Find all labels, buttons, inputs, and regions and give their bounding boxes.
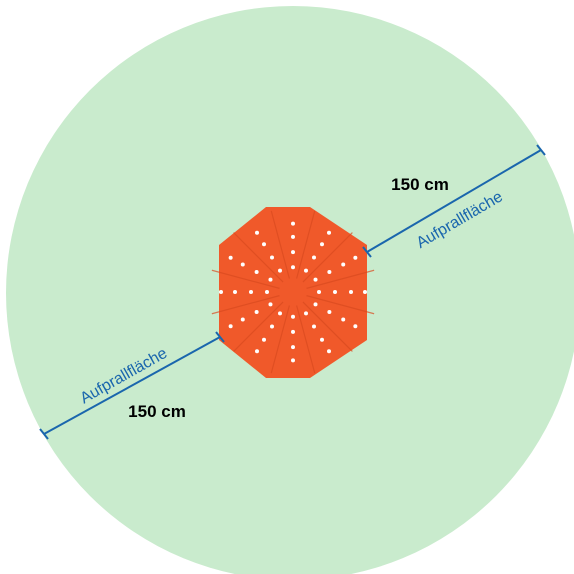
device-dot xyxy=(313,302,318,307)
device-panel-seam xyxy=(211,295,280,315)
device-dot xyxy=(240,317,245,322)
dimension-tick-upper-start xyxy=(362,246,372,258)
device-dot xyxy=(291,358,295,363)
device-dot xyxy=(291,265,295,270)
device-dot xyxy=(255,349,259,354)
device-dot xyxy=(333,290,337,294)
dimension-tick-lower-start xyxy=(39,428,49,440)
device-panel-seam xyxy=(270,210,290,279)
device-dot xyxy=(349,290,353,294)
device-dot xyxy=(254,270,259,275)
device-dots xyxy=(219,221,367,363)
device-dot xyxy=(313,277,318,282)
play-device xyxy=(211,207,375,378)
device-dot xyxy=(363,290,367,294)
device-panel-seam xyxy=(306,269,375,289)
device-dot xyxy=(291,250,295,255)
device-panel-seam xyxy=(302,232,353,283)
device-dot xyxy=(291,345,295,350)
device-dot xyxy=(265,290,269,294)
device-dot xyxy=(249,290,253,294)
distance-label-lower: 150 cm xyxy=(128,402,186,421)
device-panel-seam xyxy=(270,305,290,374)
dimension-line-lower xyxy=(43,336,221,435)
device-dot xyxy=(291,329,295,334)
device-dot xyxy=(270,324,274,329)
device-dot xyxy=(327,309,332,314)
device-dot xyxy=(304,268,308,273)
device-dot xyxy=(353,324,358,329)
device-dot xyxy=(228,255,233,260)
device-dot xyxy=(233,290,237,294)
device-dot xyxy=(255,230,259,235)
device-dot xyxy=(268,277,273,282)
device-dot xyxy=(291,314,295,319)
device-dot xyxy=(254,309,259,314)
device-dot xyxy=(291,221,295,226)
device-panel-seam xyxy=(233,232,284,283)
device-dot xyxy=(327,349,331,354)
device-dot xyxy=(327,270,332,275)
device-dot xyxy=(268,302,273,307)
distance-label-upper: 150 cm xyxy=(391,175,449,194)
device-dot xyxy=(341,317,346,322)
device-dot xyxy=(320,337,324,342)
device-hexagon xyxy=(219,207,367,378)
dimension-tick-upper-end xyxy=(536,144,546,156)
dimension-tick-lower-end xyxy=(215,331,225,343)
device-dot xyxy=(317,290,321,294)
device-panel-seam xyxy=(296,305,316,374)
device-panel-seam xyxy=(211,269,280,289)
device-panel-lines xyxy=(211,210,375,374)
device-dot xyxy=(278,268,282,273)
device-dot xyxy=(341,262,346,267)
device-panel-seam xyxy=(302,301,353,352)
device-dot xyxy=(262,337,266,342)
device-dot xyxy=(320,242,324,247)
device-dot xyxy=(270,255,274,260)
dimension-line-upper xyxy=(366,149,542,253)
device-dot xyxy=(304,311,308,316)
device-dot xyxy=(262,242,266,247)
device-dot xyxy=(219,290,223,294)
device-panel-seam xyxy=(306,295,375,315)
device-dot xyxy=(353,255,358,260)
device-dot xyxy=(291,234,295,239)
device-panel-seam xyxy=(233,301,284,352)
device-dot xyxy=(327,230,331,235)
device-dot xyxy=(228,324,233,329)
device-dot xyxy=(312,324,316,329)
device-panel-seam xyxy=(296,210,316,279)
device-dot xyxy=(240,262,245,267)
device-dot xyxy=(312,255,316,260)
device-dot xyxy=(278,311,282,316)
